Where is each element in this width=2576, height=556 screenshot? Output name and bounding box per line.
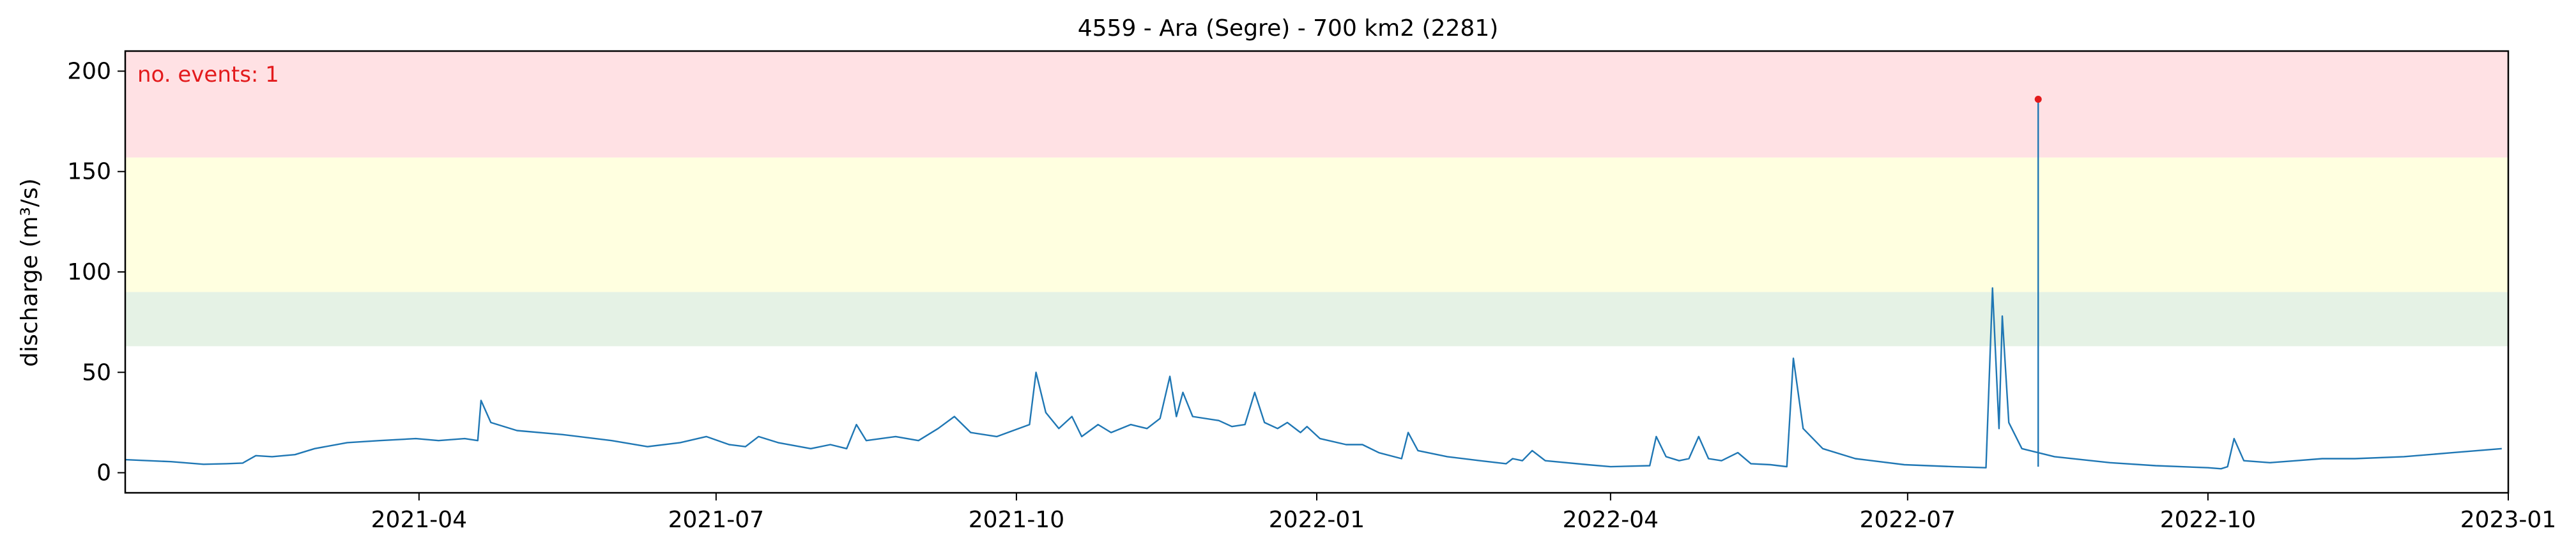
- y-tick-label: 100: [67, 259, 111, 285]
- y-tick-label: 200: [67, 58, 111, 84]
- x-tick-label: 2022-01: [1269, 507, 1365, 533]
- threshold-band-1: [125, 157, 2508, 292]
- events-count-annotation: no. events: 1: [137, 62, 279, 87]
- x-tick-label: 2022-04: [1563, 507, 1659, 533]
- series-group: [125, 287, 2502, 470]
- y-axis-label: discharge (m³/s): [17, 178, 43, 366]
- plot-frame: [124, 50, 2510, 494]
- y-tick-label: 150: [67, 159, 111, 185]
- threshold-bands: [125, 51, 2508, 347]
- x-tick-label: 2022-10: [2160, 507, 2256, 533]
- discharge-series-line: [125, 287, 2502, 470]
- x-tick-label: 2021-10: [969, 507, 1064, 533]
- x-tick-label: 2021-04: [371, 507, 467, 533]
- y-tick-label: 0: [96, 460, 111, 486]
- event-markers: [2034, 95, 2042, 467]
- x-tick-label: 2021-07: [668, 507, 764, 533]
- threshold-band-0: [125, 292, 2508, 347]
- x-tick-label: 2022-07: [1860, 507, 1956, 533]
- threshold-band-2: [125, 51, 2508, 158]
- y-axis-ticks: 0 50 100 150 200: [67, 58, 125, 486]
- y-tick-label: 50: [82, 359, 111, 386]
- x-axis-ticks: 2021-04 2021-07 2021-10 2022-01 2022-04 2022-…: [371, 493, 2556, 533]
- x-tick-label: 2023-01: [2460, 507, 2556, 533]
- chart-title: 4559 - Ara (Segre) - 700 km2 (2281): [1078, 15, 1499, 41]
- event-marker: [2034, 95, 2042, 103]
